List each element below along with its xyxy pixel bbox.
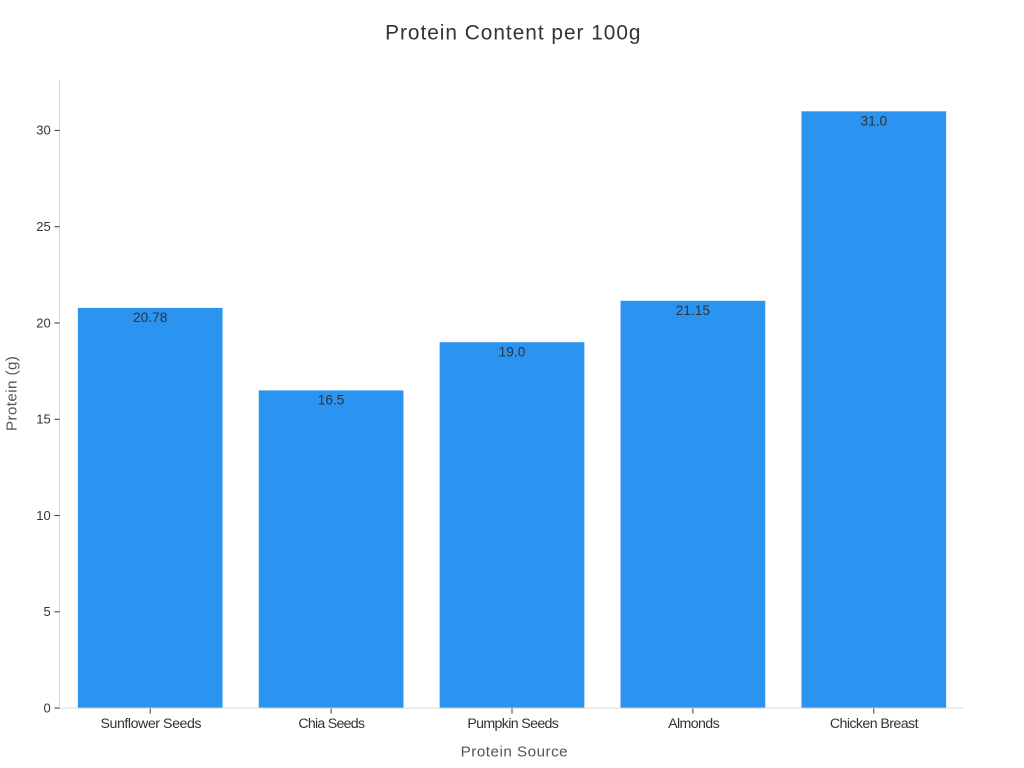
svg-text:Sunflower Seeds: Sunflower Seeds: [101, 716, 202, 732]
svg-text:31.0: 31.0: [860, 114, 887, 129]
svg-text:Pumpkin Seeds: Pumpkin Seeds: [467, 716, 558, 732]
svg-text:Chicken Breast: Chicken Breast: [830, 716, 919, 732]
svg-text:5: 5: [43, 604, 50, 619]
svg-text:16.5: 16.5: [318, 393, 345, 408]
svg-text:19.0: 19.0: [499, 344, 526, 359]
svg-text:0: 0: [43, 700, 50, 715]
svg-text:30: 30: [36, 123, 50, 138]
svg-text:Protein Content per 100g: Protein Content per 100g: [385, 22, 641, 45]
svg-text:Almonds: Almonds: [668, 716, 720, 732]
svg-text:15: 15: [36, 412, 50, 427]
svg-text:20: 20: [36, 315, 50, 330]
svg-text:Chia Seeds: Chia Seeds: [298, 716, 365, 732]
svg-text:25: 25: [36, 219, 50, 234]
svg-text:10: 10: [36, 508, 50, 523]
svg-text:Protein Source: Protein Source: [461, 744, 568, 761]
svg-text:20.78: 20.78: [133, 310, 168, 325]
svg-text:Protein (g): Protein (g): [3, 356, 20, 431]
svg-text:21.15: 21.15: [676, 303, 711, 318]
